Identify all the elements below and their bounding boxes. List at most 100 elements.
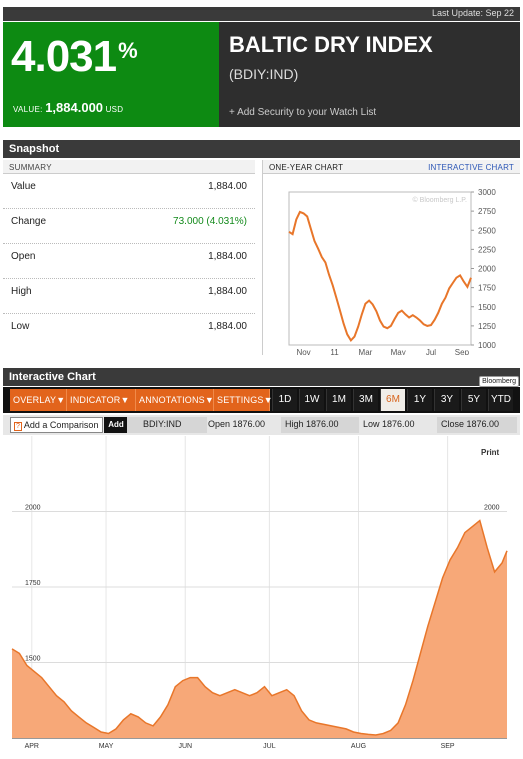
x-tick-label: 11: [330, 348, 339, 355]
one-year-chart-panel: ONE-YEAR CHART INTERACTIVE CHART 1000 125…: [262, 160, 520, 355]
x-tick-label: Nov: [296, 348, 310, 355]
annotations-menu[interactable]: ANNOTATIONS▼: [136, 389, 214, 411]
series-line: [11, 519, 508, 736]
snapshot-header: Snapshot: [3, 140, 520, 158]
percent-symbol: %: [118, 38, 138, 63]
summary-table: SUMMARY Value 1,884.00 Change 73.000 (4.03…: [3, 160, 255, 349]
summary-row: High 1,884.00: [3, 279, 255, 314]
caret-down-icon: ▼: [263, 395, 273, 405]
series-area: [12, 520, 507, 738]
value-label: VALUE:: [13, 105, 43, 114]
interactive-title: Interactive Chart: [9, 371, 96, 383]
x-tick-label: Jul: [426, 348, 436, 355]
summary-row: Low 1,884.00: [3, 314, 255, 349]
low-value: Low 1876.00: [363, 419, 415, 429]
comparison-placeholder: Add a Comparison: [23, 420, 99, 430]
one-year-chart: 1000 1250 1500 1750 2000 2250 2500 2750 3000 Nov 1…: [288, 188, 496, 355]
y-tick-label: 2000: [484, 505, 500, 512]
x-tick-label: Sep: [455, 348, 470, 355]
y-tick-label: 2500: [478, 226, 496, 235]
y-tick-label: 3000: [478, 188, 496, 197]
open-value: Open 1876.00: [208, 419, 266, 429]
interactive-header: Interactive Chart: [3, 368, 520, 386]
caret-down-icon: ▼: [204, 395, 214, 405]
summary-label: SUMMARY: [3, 160, 255, 174]
row-value: 1,884.00: [208, 251, 247, 262]
y-tick-label: 1250: [478, 322, 496, 331]
x-tick-label: Mar: [359, 348, 373, 355]
y-tick-label: 1500: [25, 656, 41, 663]
settings-menu[interactable]: SETTINGS▼: [214, 389, 273, 411]
security-panel: BALTIC DRY INDEX (BDIY:IND) + Add Securi…: [219, 22, 520, 127]
y-tick-label: 1750: [478, 284, 496, 293]
x-tick-label: AUG: [351, 743, 366, 750]
ticker-cell: BDIY:IND: [127, 417, 207, 433]
comparison-input[interactable]: ? Add a Comparison: [10, 417, 103, 433]
y-tick-label: 2750: [478, 207, 496, 216]
chart-toolbar: OVERLAY▼ INDICATOR▼ ANNOTATIONS▼ SETTING…: [3, 387, 520, 413]
summary-row: Value 1,884.00: [3, 174, 255, 209]
value-amount: 1,884.000: [45, 100, 104, 115]
range-3m[interactable]: 3M: [353, 389, 378, 411]
y-tick-label: 2000: [25, 505, 41, 512]
y-tick-label: 2000: [478, 265, 496, 274]
range-ytd[interactable]: YTD: [488, 389, 513, 411]
change-percent: 4.031%: [11, 32, 138, 81]
indicator-label: INDICATOR: [70, 395, 121, 405]
add-comparison-button[interactable]: Add: [104, 417, 128, 433]
caret-down-icon: ▼: [56, 395, 66, 405]
x-tick-label: JUN: [178, 743, 192, 750]
bloomberg-logo: Bloomberg: [479, 376, 519, 387]
snapshot-title: Snapshot: [9, 143, 60, 155]
range-1m[interactable]: 1M: [326, 389, 351, 411]
x-tick-label: SEP: [441, 743, 455, 750]
range-3y[interactable]: 3Y: [434, 389, 459, 411]
y-tick-label: 1000: [478, 341, 496, 350]
x-tick-label: APR: [25, 743, 39, 750]
top-status-bar: Last Update: Sep 22: [3, 7, 520, 21]
summary-row: Open 1,884.00: [3, 244, 255, 279]
row-label: Change: [11, 216, 47, 227]
change-panel: 4.031% VALUE: 1,884.000 USD: [3, 22, 219, 127]
overlay-label: OVERLAY: [13, 395, 57, 405]
row-value: 73.000 (4.031%): [173, 216, 247, 227]
x-tick-label: MAY: [99, 743, 114, 750]
value-currency: USD: [105, 105, 124, 114]
range-5y[interactable]: 5Y: [461, 389, 486, 411]
last-update: Last Update: Sep 22: [431, 8, 514, 18]
annotations-label: ANNOTATIONS: [139, 395, 205, 405]
security-name: BALTIC DRY INDEX: [229, 32, 433, 57]
high-value: High 1876.00: [281, 417, 359, 433]
add-watchlist-link[interactable]: + Add Security to your Watch List: [229, 107, 377, 118]
y-tick-label: 1500: [478, 303, 496, 312]
range-6m[interactable]: 6M: [380, 389, 405, 411]
close-value: Close 1876.00: [437, 417, 517, 433]
quote-bar: ? Add a Comparison Add BDIY:IND Open 1876…: [3, 415, 520, 435]
overlay-menu[interactable]: OVERLAY▼: [10, 389, 67, 411]
row-value: 1,884.00: [208, 286, 247, 297]
indicator-menu[interactable]: INDICATOR▼: [67, 389, 136, 411]
caret-down-icon: ▼: [120, 395, 130, 405]
print-link[interactable]: Print: [481, 448, 500, 457]
summary-row: Change 73.000 (4.031%): [3, 209, 255, 244]
chart-watermark: © Bloomberg L.P.: [413, 196, 468, 204]
range-1y[interactable]: 1Y: [407, 389, 432, 411]
x-tick-label: May: [391, 348, 406, 355]
range-1d[interactable]: 1D: [272, 389, 297, 411]
row-value: 1,884.00: [208, 321, 247, 332]
row-value: 1,884.00: [208, 181, 247, 192]
row-label: Value: [11, 181, 36, 192]
x-tick-label: JUL: [263, 743, 276, 750]
help-icon: ?: [14, 422, 22, 431]
one-year-chart-header: ONE-YEAR CHART INTERACTIVE CHART: [263, 160, 520, 174]
security-ticker: (BDIY:IND): [229, 66, 299, 82]
series-line: [288, 210, 472, 343]
y-tick-label: 2250: [478, 245, 496, 254]
value-line: VALUE: 1,884.000 USD: [13, 100, 123, 115]
row-label: High: [11, 286, 32, 297]
interactive-chart-link[interactable]: INTERACTIVE CHART: [428, 163, 514, 172]
interactive-chart[interactable]: Print 150015001750175020002000APRMAYJUNJ…: [3, 436, 520, 756]
range-1w[interactable]: 1W: [299, 389, 324, 411]
row-label: Low: [11, 321, 30, 332]
row-label: Open: [11, 251, 36, 262]
